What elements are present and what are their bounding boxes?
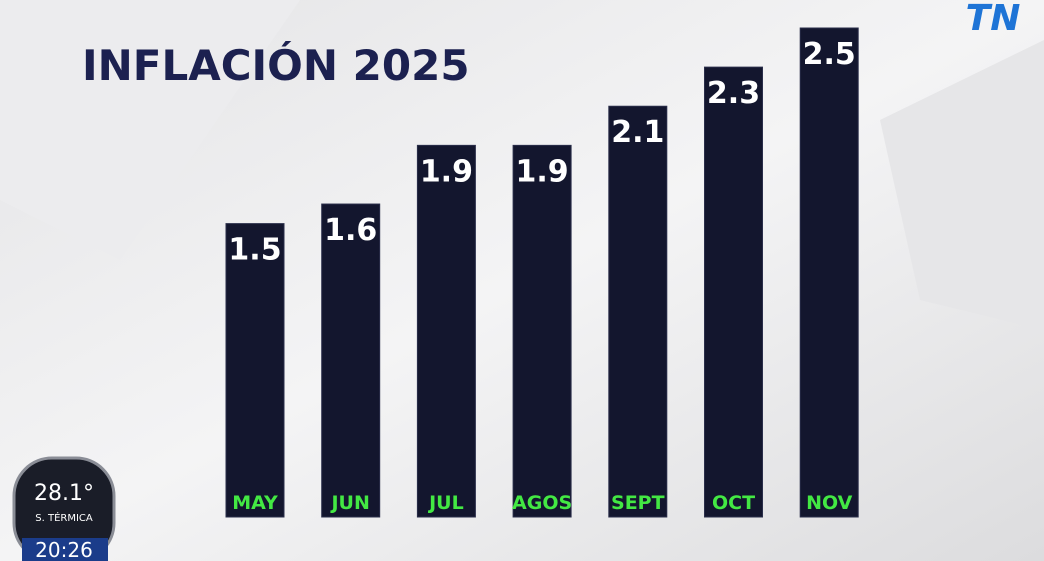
bar — [608, 105, 668, 518]
background-shape — [0, 0, 300, 260]
x-tick-label: SEPT — [611, 492, 665, 514]
bar — [799, 27, 859, 518]
value-label: 2.1 — [611, 115, 664, 150]
weather-widget: 28.1° S. TÉRMICA 20:26 — [12, 456, 116, 561]
bar — [416, 144, 476, 518]
x-tick-label: JUL — [427, 492, 464, 514]
x-tick-label: AGOS — [512, 492, 572, 514]
value-label: 1.6 — [324, 213, 377, 248]
temperature: 28.1° — [34, 481, 94, 506]
logo: TN — [966, 0, 1021, 39]
x-tick-label: OCT — [712, 492, 755, 514]
value-label: 1.5 — [228, 233, 281, 268]
x-tick-label: NOV — [806, 492, 853, 514]
time: 20:26 — [35, 538, 93, 561]
value-label: 2.5 — [803, 37, 856, 72]
value-label: 1.9 — [516, 154, 569, 189]
time-band — [22, 538, 108, 561]
widget-frame — [12, 456, 116, 561]
bar — [512, 144, 572, 518]
value-label: 1.9 — [420, 154, 473, 189]
bar — [704, 66, 763, 518]
bar — [225, 223, 285, 518]
value-label: 2.3 — [707, 76, 760, 111]
background-shape — [880, 40, 1044, 330]
chart-title: INFLACIÓN 2025 — [82, 40, 470, 90]
temperature-label: S. TÉRMICA — [35, 511, 93, 524]
bar — [321, 203, 381, 518]
x-tick-label: JUN — [329, 492, 369, 514]
x-tick-label: MAY — [232, 492, 278, 514]
